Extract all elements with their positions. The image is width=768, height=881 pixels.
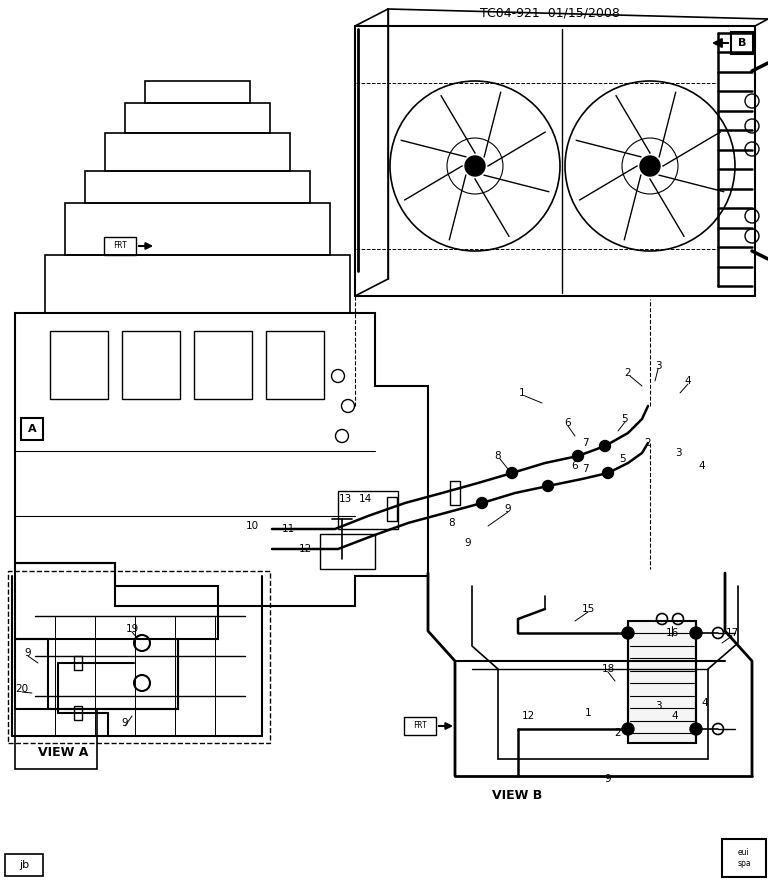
Bar <box>450 481 460 505</box>
Bar <box>105 133 290 171</box>
Bar <box>5 854 43 876</box>
Text: 14: 14 <box>359 494 372 504</box>
Text: 9: 9 <box>25 648 31 658</box>
Text: 11: 11 <box>281 524 295 534</box>
Circle shape <box>640 156 660 176</box>
Bar <box>320 534 375 569</box>
Text: 5: 5 <box>621 414 628 424</box>
Circle shape <box>622 627 634 639</box>
Text: 20: 20 <box>15 684 28 694</box>
Bar <box>104 237 136 255</box>
Bar <box>628 621 696 743</box>
Text: 6: 6 <box>564 418 571 428</box>
Bar <box>85 171 310 203</box>
Circle shape <box>622 723 634 735</box>
Text: 6: 6 <box>571 461 578 471</box>
Text: VIEW A: VIEW A <box>38 746 88 759</box>
Bar <box>338 491 398 529</box>
Text: 13: 13 <box>339 494 352 504</box>
Text: 3: 3 <box>674 448 681 458</box>
Text: 19: 19 <box>125 624 139 634</box>
Text: 16: 16 <box>665 628 679 638</box>
Circle shape <box>603 468 614 478</box>
Bar <box>15 639 178 709</box>
Text: 10: 10 <box>246 521 259 531</box>
Text: 9: 9 <box>465 538 472 548</box>
Text: 17: 17 <box>725 628 739 638</box>
Text: TC04-921  01/15/2008: TC04-921 01/15/2008 <box>480 6 620 19</box>
Text: 4: 4 <box>685 376 691 386</box>
Bar <box>74 656 82 670</box>
Text: 8: 8 <box>449 518 455 528</box>
Text: 1: 1 <box>518 388 525 398</box>
Text: FRT: FRT <box>413 722 427 730</box>
Text: A: A <box>28 424 36 434</box>
Circle shape <box>690 723 702 735</box>
Text: 4: 4 <box>702 698 708 708</box>
Circle shape <box>476 498 488 508</box>
Text: FRT: FRT <box>113 241 127 250</box>
Text: 7: 7 <box>581 438 588 448</box>
Bar <box>266 331 324 399</box>
Circle shape <box>542 480 554 492</box>
Text: 2: 2 <box>614 728 621 738</box>
Text: eui
spa: eui spa <box>737 848 751 868</box>
Text: 1: 1 <box>584 708 591 718</box>
Bar <box>45 255 350 313</box>
Text: 15: 15 <box>581 604 594 614</box>
Bar <box>65 203 330 255</box>
Text: 3: 3 <box>654 701 661 711</box>
Text: 12: 12 <box>521 711 535 721</box>
Text: 9: 9 <box>505 504 511 514</box>
Bar <box>122 331 180 399</box>
Text: 7: 7 <box>581 464 588 474</box>
Bar <box>404 717 436 735</box>
Text: 12: 12 <box>299 544 312 554</box>
Text: 4: 4 <box>672 711 678 721</box>
Text: 5: 5 <box>619 454 625 464</box>
Bar <box>145 81 250 103</box>
Text: jb: jb <box>19 860 29 870</box>
Bar <box>15 709 97 769</box>
Circle shape <box>507 468 518 478</box>
Circle shape <box>690 627 702 639</box>
Bar <box>731 32 753 54</box>
Bar <box>194 331 252 399</box>
Text: 9: 9 <box>604 774 611 784</box>
Text: 18: 18 <box>601 664 614 674</box>
Text: 2: 2 <box>644 438 651 448</box>
Bar <box>21 418 43 440</box>
Bar <box>125 103 270 133</box>
Circle shape <box>600 440 611 451</box>
Circle shape <box>572 450 584 462</box>
Bar <box>387 497 397 521</box>
Bar <box>50 331 108 399</box>
Bar <box>74 706 82 720</box>
Text: VIEW B: VIEW B <box>492 789 542 802</box>
Bar <box>8 571 270 743</box>
Text: 2: 2 <box>624 368 631 378</box>
Circle shape <box>465 156 485 176</box>
Bar <box>722 839 766 877</box>
Text: 8: 8 <box>495 451 502 461</box>
Text: B: B <box>738 38 746 48</box>
Text: 9: 9 <box>121 718 128 728</box>
Text: 4: 4 <box>699 461 705 471</box>
Text: 3: 3 <box>654 361 661 371</box>
